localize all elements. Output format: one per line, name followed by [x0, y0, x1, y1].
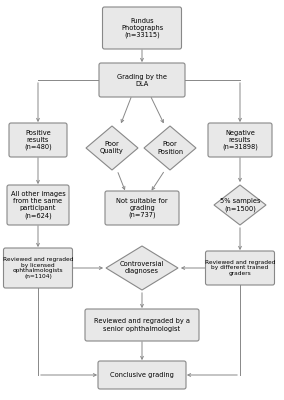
- Text: Poor
Position: Poor Position: [157, 142, 183, 154]
- Text: Reviewed and regraded
by licensed
ophthalmologists
(n=1104): Reviewed and regraded by licensed ophtha…: [3, 257, 73, 279]
- FancyBboxPatch shape: [85, 309, 199, 341]
- Text: All other images
from the same
participant
(n=624): All other images from the same participa…: [11, 191, 65, 219]
- Text: Reviewed and regraded by a
senior ophthalmologist: Reviewed and regraded by a senior ophtha…: [94, 318, 190, 332]
- Text: Controversial
diagnoses: Controversial diagnoses: [120, 262, 164, 274]
- FancyBboxPatch shape: [3, 248, 72, 288]
- Polygon shape: [144, 126, 196, 170]
- FancyBboxPatch shape: [206, 251, 275, 285]
- FancyBboxPatch shape: [99, 63, 185, 97]
- FancyBboxPatch shape: [9, 123, 67, 157]
- Text: Not suitable for
grading
(n=737): Not suitable for grading (n=737): [116, 198, 168, 218]
- Text: Positive
results
(n=480): Positive results (n=480): [24, 130, 52, 150]
- Text: Fundus
Photographs
(n=33115): Fundus Photographs (n=33115): [121, 18, 163, 38]
- Text: Reviewed and regraded
by different trained
graders: Reviewed and regraded by different train…: [205, 260, 275, 276]
- FancyBboxPatch shape: [105, 191, 179, 225]
- Polygon shape: [86, 126, 138, 170]
- Text: Poor
Quality: Poor Quality: [100, 142, 124, 154]
- FancyBboxPatch shape: [98, 361, 186, 389]
- Text: Conclusive grading: Conclusive grading: [110, 372, 174, 378]
- FancyBboxPatch shape: [7, 185, 69, 225]
- Polygon shape: [106, 246, 178, 290]
- Text: Grading by the
DLA: Grading by the DLA: [117, 74, 167, 86]
- Polygon shape: [214, 185, 266, 225]
- FancyBboxPatch shape: [103, 7, 181, 49]
- Text: 5% samples
(n=1500): 5% samples (n=1500): [220, 198, 260, 212]
- Text: Negative
results
(n=31898): Negative results (n=31898): [222, 130, 258, 150]
- FancyBboxPatch shape: [208, 123, 272, 157]
